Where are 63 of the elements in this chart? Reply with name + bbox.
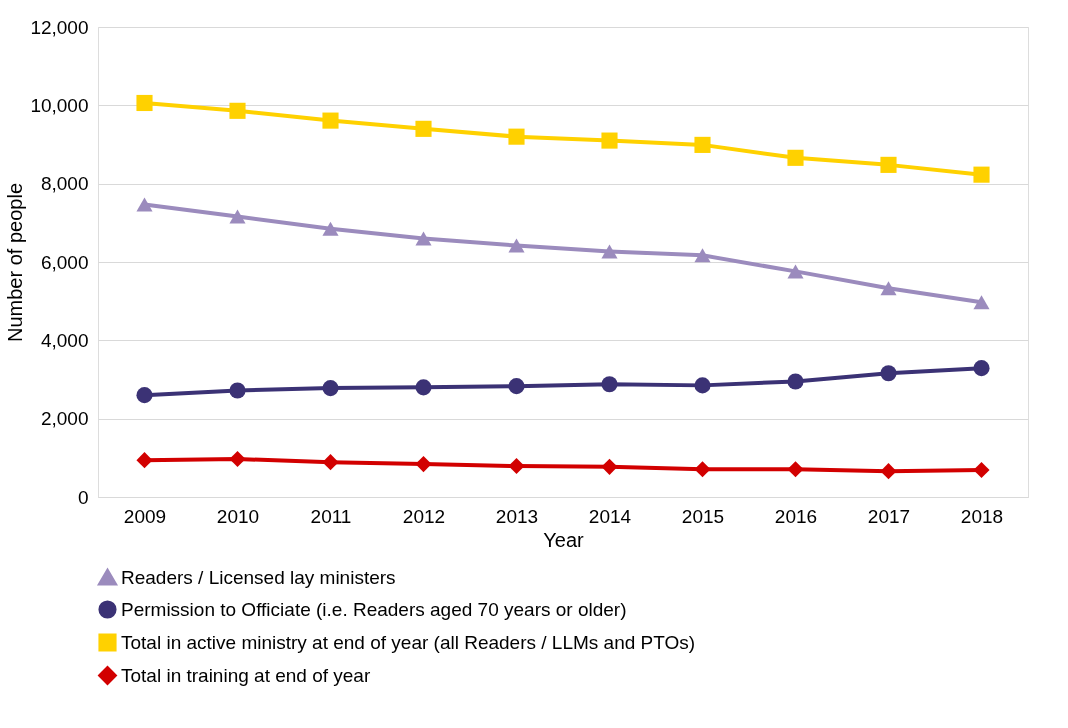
x-tick-label: 2015 xyxy=(681,505,725,527)
point xyxy=(973,360,990,377)
point xyxy=(508,128,525,145)
y-tick-label: 12,000 xyxy=(30,16,89,38)
point xyxy=(415,120,432,137)
point xyxy=(415,231,432,246)
point xyxy=(880,281,897,296)
y-tick-label: 6,000 xyxy=(40,251,89,273)
y-tick-label: 4,000 xyxy=(40,329,89,351)
legend-label: Total in active ministry at end of year (all Readers / LLMs and PTOs) xyxy=(121,631,696,653)
point xyxy=(229,382,246,399)
point xyxy=(415,456,432,473)
point xyxy=(694,461,711,478)
x-tick-label: 2013 xyxy=(495,505,539,527)
point xyxy=(880,365,897,382)
point xyxy=(229,450,246,468)
y-tick-label: 10,000 xyxy=(30,94,89,116)
point xyxy=(787,264,804,279)
point xyxy=(601,132,618,149)
x-tick-label: 2010 xyxy=(216,505,260,527)
y-axis-title: Number of people xyxy=(4,183,27,342)
point xyxy=(973,166,990,183)
point xyxy=(322,380,339,397)
point xyxy=(880,156,897,173)
x-axis-title: Year xyxy=(543,528,585,551)
point xyxy=(508,378,525,395)
point xyxy=(973,295,990,310)
point xyxy=(694,248,711,263)
legend-label: Permission to Officiate (i.e. Readers aged 70 years or older) xyxy=(121,598,627,620)
x-tick-label: 2016 xyxy=(774,505,818,527)
x-tick-label: 2012 xyxy=(402,505,446,527)
point xyxy=(229,102,246,119)
point xyxy=(508,458,525,475)
x-tick-label: 2011 xyxy=(310,505,352,527)
y-tick-label: 2,000 xyxy=(40,408,89,430)
point xyxy=(322,454,339,471)
point xyxy=(508,238,525,253)
x-tick-label: 2017 xyxy=(867,505,911,527)
point xyxy=(136,197,153,212)
point xyxy=(322,221,339,236)
point xyxy=(136,94,153,112)
point xyxy=(694,377,711,394)
point xyxy=(136,387,153,404)
y-tick-label: 0 xyxy=(77,486,89,508)
point xyxy=(229,209,246,224)
x-tick-label: 2014 xyxy=(588,505,632,527)
x-tick-label: 2018 xyxy=(960,505,1004,527)
point xyxy=(601,376,618,393)
point xyxy=(322,112,339,129)
point xyxy=(787,149,804,166)
point xyxy=(787,373,804,390)
point xyxy=(880,463,897,480)
legend-label: Total in training at end of year xyxy=(121,664,371,686)
point xyxy=(415,379,432,396)
point xyxy=(601,458,618,475)
point xyxy=(694,136,711,153)
point xyxy=(973,461,990,479)
point xyxy=(787,461,804,478)
y-tick-label: 8,000 xyxy=(40,173,89,195)
point xyxy=(601,244,618,259)
x-tick-label: 2009 xyxy=(123,505,167,527)
legend-label: Readers / Licensed lay ministers xyxy=(121,566,396,588)
point xyxy=(136,452,153,469)
